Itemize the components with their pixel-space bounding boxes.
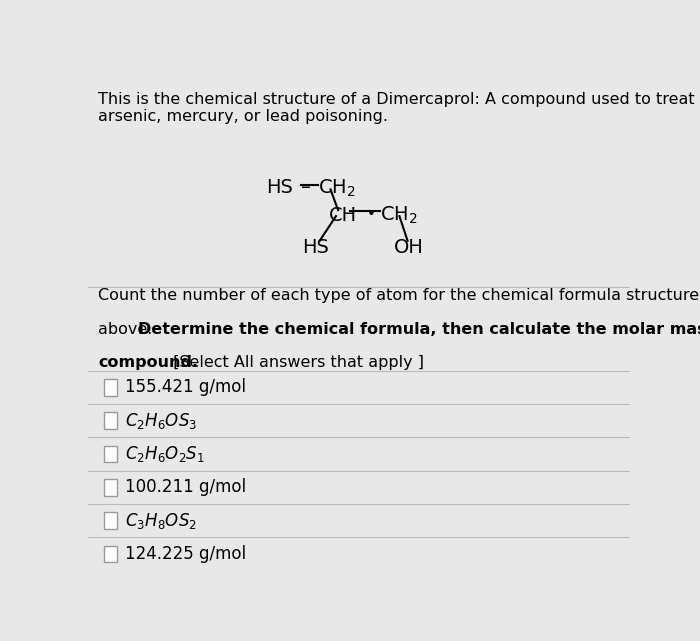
Text: $C_3H_8OS_2$: $C_3H_8OS_2$ — [125, 510, 197, 531]
Text: above.: above. — [98, 322, 158, 337]
Bar — [104, 445, 118, 462]
Bar — [104, 379, 118, 395]
Text: $C_2H_6OS_3$: $C_2H_6OS_3$ — [125, 411, 197, 431]
Text: HS: HS — [267, 178, 293, 197]
Text: CH$_2$: CH$_2$ — [318, 178, 356, 199]
Bar — [104, 479, 118, 495]
Text: CH: CH — [329, 206, 357, 224]
Bar — [104, 545, 118, 562]
Text: $C_2H_6O_2S_1$: $C_2H_6O_2S_1$ — [125, 444, 205, 464]
Bar — [104, 412, 118, 429]
Text: 100.211 g/mol: 100.211 g/mol — [125, 478, 246, 496]
Text: •: • — [367, 206, 376, 222]
Bar — [104, 512, 118, 529]
Text: CH$_2$: CH$_2$ — [381, 204, 418, 226]
Text: compound.: compound. — [98, 355, 199, 370]
Text: [Select All answers that apply ]: [Select All answers that apply ] — [168, 355, 424, 370]
Text: 124.225 g/mol: 124.225 g/mol — [125, 545, 246, 563]
Text: –: – — [301, 178, 311, 197]
Text: Determine the chemical formula, then calculate the molar mass of the: Determine the chemical formula, then cal… — [138, 322, 700, 337]
Text: OH: OH — [394, 238, 424, 256]
Text: This is the chemical structure of a Dimercaprol: A compound used to treat acute
: This is the chemical structure of a Dime… — [98, 92, 700, 124]
Text: Count the number of each type of atom for the chemical formula structure figure: Count the number of each type of atom fo… — [98, 288, 700, 303]
Text: 155.421 g/mol: 155.421 g/mol — [125, 378, 246, 396]
Text: HS: HS — [302, 238, 329, 256]
